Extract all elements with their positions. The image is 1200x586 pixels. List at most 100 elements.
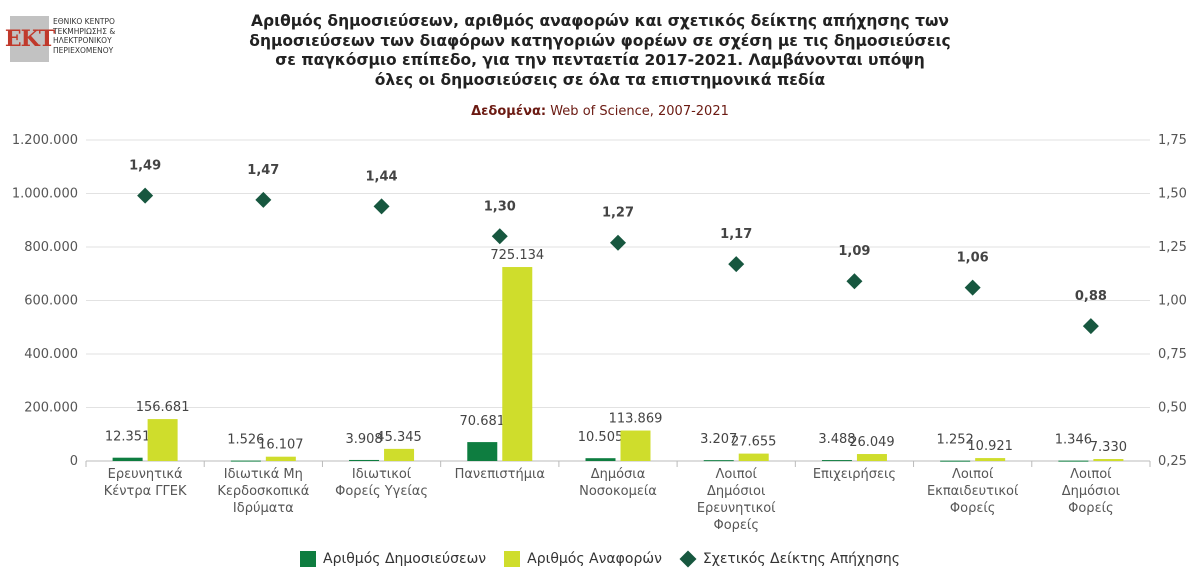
bar-citations xyxy=(1093,459,1124,461)
bar-publications xyxy=(112,457,143,461)
data-label-index: 1,06 xyxy=(957,251,989,266)
x-category-label: Φορείς xyxy=(1068,501,1114,516)
data-label-publications: 70.681 xyxy=(460,414,506,429)
bar-publications xyxy=(1058,460,1089,462)
chart-title-line: όλες οι δημοσιεύσεις σε όλα τα επιστημον… xyxy=(374,70,826,89)
data-label-publications: 3.207 xyxy=(700,432,737,447)
y-left-tick-label: 1.200.000 xyxy=(12,133,78,148)
chart-legend: Αριθμός Δημοσιεύσεων Αριθμός Αναφορών Σχ… xyxy=(0,550,1200,568)
data-label-citations: 16.107 xyxy=(258,438,304,453)
bar-citations xyxy=(502,267,533,461)
data-label-citations: 26.049 xyxy=(849,435,895,450)
ekt-logo: ΕΚΤ ΕΘΝΙΚΟ ΚΕΝΤΡΟ ΤΕΚΜΗΡΙΩΣΗΣ & ΗΛΕΚΤΡΟΝ… xyxy=(5,16,116,62)
data-label-publications: 10.505 xyxy=(578,430,624,445)
bar-citations xyxy=(856,454,887,461)
x-category-label: Δημόσια xyxy=(591,467,646,482)
data-label-citations: 45.345 xyxy=(376,430,422,445)
bar-citations xyxy=(265,456,296,461)
marker-index xyxy=(610,234,626,251)
x-category-label: Λοιποί xyxy=(716,467,758,482)
data-label-publications: 12.351 xyxy=(105,430,151,445)
marker-index xyxy=(373,198,390,215)
legend-item-index[interactable]: Σχετικός Δείκτης Απήχησης xyxy=(679,550,900,568)
bar-publications xyxy=(230,460,261,462)
y-left-tick-label: 0 xyxy=(70,454,78,469)
data-label-citations: 7.330 xyxy=(1090,440,1127,455)
data-label-citations: 27.655 xyxy=(731,435,777,450)
data-label-index: 1,27 xyxy=(602,206,634,221)
ekt-logo-text: ΕΘΝΙΚΟ ΚΕΝΤΡΟ ΤΕΚΜΗΡΙΩΣΗΣ & ΗΛΕΚΤΡΟΝΙΚΟΥ… xyxy=(53,17,116,55)
x-category-label: Δημόσιοι xyxy=(707,484,765,499)
bar-citations xyxy=(975,458,1006,461)
y-right-tick-label: 1,75 xyxy=(1158,133,1187,148)
data-label-citations: 113.869 xyxy=(609,412,663,427)
marker-index xyxy=(255,191,272,208)
x-category-label: Φορείς xyxy=(713,518,759,533)
y-left-tick-label: 600.000 xyxy=(24,294,78,309)
x-category-label: Ερευνητικοί xyxy=(697,501,776,516)
data-label-index: 1,44 xyxy=(366,169,398,184)
data-label-index: 1,09 xyxy=(838,244,870,259)
y-right-tick-label: 1,00 xyxy=(1158,294,1187,309)
legend-swatch-index xyxy=(679,550,697,568)
x-category-label: Εκπαιδευτικοί xyxy=(927,484,1019,499)
data-label-index: 1,47 xyxy=(247,163,279,178)
x-category-label: Ερευνητικά xyxy=(108,467,183,482)
data-label-publications: 1.252 xyxy=(937,433,974,448)
x-category-label: Επιχειρήσεις xyxy=(813,467,896,482)
data-label-index: 1,49 xyxy=(129,159,161,174)
legend-swatch-publications xyxy=(300,551,317,567)
chart-title-line: δημοσιεύσεων των διαφόρων κατηγοριών φορ… xyxy=(249,31,951,50)
marker-index xyxy=(846,273,863,290)
x-category-label: Νοσοκομεία xyxy=(579,484,657,499)
bar-citations xyxy=(620,430,651,461)
x-category-label: Φορείς xyxy=(950,501,996,516)
bar-publications xyxy=(940,460,971,462)
x-category-label: Πανεπιστήμια xyxy=(455,467,545,482)
chart-title: Αριθμός δημοσιεύσεων, αριθμός αναφορών κ… xyxy=(200,12,1000,90)
y-right-tick-label: 1,25 xyxy=(1158,240,1187,255)
x-category-label: Ιδιωτικά Μη xyxy=(224,467,303,482)
marker-index xyxy=(1082,318,1099,335)
legend-swatch-citations xyxy=(504,551,521,567)
x-category-label: Δημόσιοι xyxy=(1062,484,1120,499)
ekt-logo-mark: ΕΚΤ xyxy=(5,16,55,62)
data-label-index: 1,17 xyxy=(720,227,752,242)
legend-label-index: Σχετικός Δείκτης Απήχησης xyxy=(702,551,900,567)
data-label-publications: 1.526 xyxy=(227,433,264,448)
legend-item-citations[interactable]: Αριθμός Αναφορών xyxy=(504,551,662,567)
subtitle-label: Δεδομένα: xyxy=(471,104,547,119)
y-right-tick-label: 0,25 xyxy=(1158,454,1187,469)
data-label-publications: 1.346 xyxy=(1055,433,1092,448)
x-category-label: Ιδρύματα xyxy=(233,501,294,516)
y-right-tick-label: 0,75 xyxy=(1158,347,1187,362)
y-left-tick-label: 200.000 xyxy=(24,401,78,416)
bar-publications xyxy=(821,460,852,462)
marker-index xyxy=(728,256,745,273)
bar-citations xyxy=(384,448,415,461)
chart-title-line: σε παγκόσμιο επίπεδο, για την πενταετία … xyxy=(275,51,925,69)
bar-publications xyxy=(467,442,498,461)
x-category-label: Ιδιωτικοί xyxy=(352,467,412,482)
x-category-label: Λοιποί xyxy=(1070,467,1112,482)
legend-label-publications: Αριθμός Δημοσιεύσεων xyxy=(323,551,487,567)
chart-subtitle: Δεδομένα: Web of Science, 2007-2021 xyxy=(300,104,900,119)
data-label-publications: 3.488 xyxy=(818,432,855,447)
y-left-tick-label: 1.000.000 xyxy=(12,187,78,202)
marker-index xyxy=(964,279,981,296)
x-category-label: Φορείς Υγείας xyxy=(335,484,428,499)
x-category-label: Κέντρα ΓΓΕΚ xyxy=(104,484,187,499)
marker-index xyxy=(137,187,154,204)
data-label-index: 1,30 xyxy=(484,199,516,214)
x-category-label: Κερδοσκοπικά xyxy=(217,484,309,499)
data-label-index: 0,88 xyxy=(1075,289,1107,304)
legend-item-publications[interactable]: Αριθμός Δημοσιεύσεων xyxy=(300,551,486,567)
subtitle-text: Web of Science, 2007-2021 xyxy=(550,104,729,119)
bar-publications xyxy=(585,458,616,461)
bar-publications xyxy=(349,459,380,461)
y-right-tick-label: 0,50 xyxy=(1158,401,1187,416)
bar-citations xyxy=(738,453,769,461)
marker-index xyxy=(491,228,508,245)
data-label-citations: 725.134 xyxy=(490,248,544,263)
